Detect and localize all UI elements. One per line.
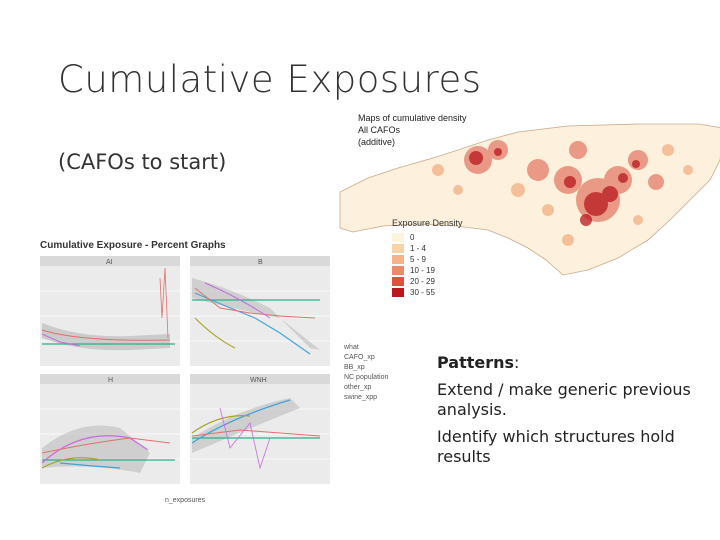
legend-label: 5 - 9 (410, 255, 427, 264)
graphs-legend: what CAFO_xp BB_xp NC population other_x… (344, 343, 388, 403)
legend-swatch (392, 277, 404, 286)
map-legend-item: 10 - 19 (392, 265, 463, 276)
map-legend-title: Exposure Density (392, 218, 463, 228)
map-legend-item: 5 - 9 (392, 254, 463, 265)
patterns-label: Patterns (437, 353, 515, 372)
patterns-colon: : (514, 353, 520, 372)
panel-strip (190, 374, 330, 384)
patterns-heading: Patterns: (437, 353, 697, 373)
percent-graphs-image: AI B H WNH (40, 256, 330, 504)
axis-label: n_exposures (165, 497, 206, 504)
map-legend-item: 30 - 55 (392, 287, 463, 298)
legend-swatch (392, 255, 404, 264)
legend-label: 1 - 4 (410, 244, 427, 253)
legend-swatch (392, 244, 404, 253)
map-caption-line: (additive) (358, 137, 396, 147)
panel-label: WNH (250, 377, 267, 384)
patterns-notes: Patterns: Extend / make generic previous… (437, 353, 697, 474)
map-caption-line: Maps of cumulative density (358, 113, 467, 123)
legend-label: 20 - 29 (410, 277, 435, 286)
map-legend-item: 0 (392, 232, 463, 243)
legend-swatch (392, 288, 404, 297)
map-caption: Maps of cumulative density All CAFOs (ad… (358, 112, 467, 148)
panel-strip (190, 256, 330, 266)
legend-swatch (392, 233, 404, 242)
panel-strip (40, 374, 180, 384)
legend-label: 30 - 55 (410, 288, 435, 297)
patterns-line: Identify which structures hold results (437, 427, 675, 466)
map-legend-item: 20 - 29 (392, 276, 463, 287)
legend-label: 0 (410, 233, 415, 242)
exposure-density-map (339, 123, 720, 276)
legend-swatch (392, 266, 404, 275)
panel-strip (40, 256, 180, 266)
map-legend-item: 1 - 4 (392, 243, 463, 254)
graphs-legend-item: swine_xpp (344, 394, 378, 401)
panel-label: B (258, 259, 263, 266)
panel-label: AI (106, 259, 113, 266)
graphs-legend-item: NC population (344, 374, 389, 381)
graphs-legend-item: BB_xp (344, 364, 365, 371)
graphs-legend-item: other_xp (344, 384, 372, 391)
graphs-title: Cumulative Exposure - Percent Graphs (40, 240, 226, 251)
panel-label: H (108, 377, 113, 384)
slide-subtitle: (CAFOs to start) (58, 150, 227, 174)
patterns-line: Extend / make generic previous analysis. (437, 380, 691, 419)
map-caption-line: All CAFOs (358, 125, 401, 135)
graphs-legend-item: CAFO_xp (344, 354, 375, 361)
slide-title: Cumulative Exposures (58, 58, 482, 101)
legend-label: 10 - 19 (410, 266, 435, 275)
map-legend: Exposure Density 0 1 - 4 5 - 9 10 - 19 2… (392, 218, 463, 298)
graphs-legend-title: what (344, 344, 359, 351)
